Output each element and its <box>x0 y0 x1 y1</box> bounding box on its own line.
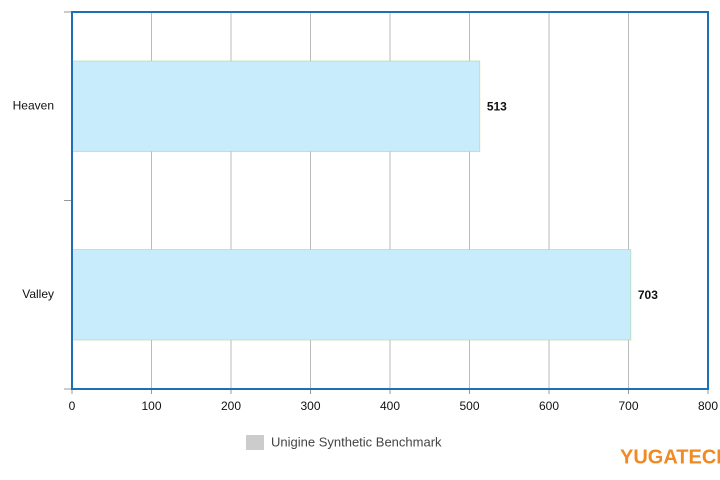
x-tick-label: 500 <box>459 399 479 413</box>
plot-border <box>71 11 709 390</box>
x-tick-label: 600 <box>539 399 559 413</box>
watermark: YUGATECH <box>620 446 720 468</box>
legend-swatch <box>246 435 264 450</box>
x-tick-label: 100 <box>141 399 161 413</box>
x-tick-label: 700 <box>618 399 638 413</box>
value-label: 513 <box>487 99 507 113</box>
x-tick-label: 300 <box>300 399 320 413</box>
x-tick-label: 400 <box>380 399 400 413</box>
x-tick-label: 200 <box>221 399 241 413</box>
value-label: 703 <box>638 288 658 302</box>
bar <box>71 249 632 341</box>
bar <box>71 60 481 152</box>
x-tick-label: 0 <box>69 399 76 413</box>
legend-label: Unigine Synthetic Benchmark <box>271 434 442 449</box>
x-tick-label: 800 <box>698 399 718 413</box>
y-tick-label: Heaven <box>13 98 54 112</box>
y-tick-label: Valley <box>22 287 54 301</box>
